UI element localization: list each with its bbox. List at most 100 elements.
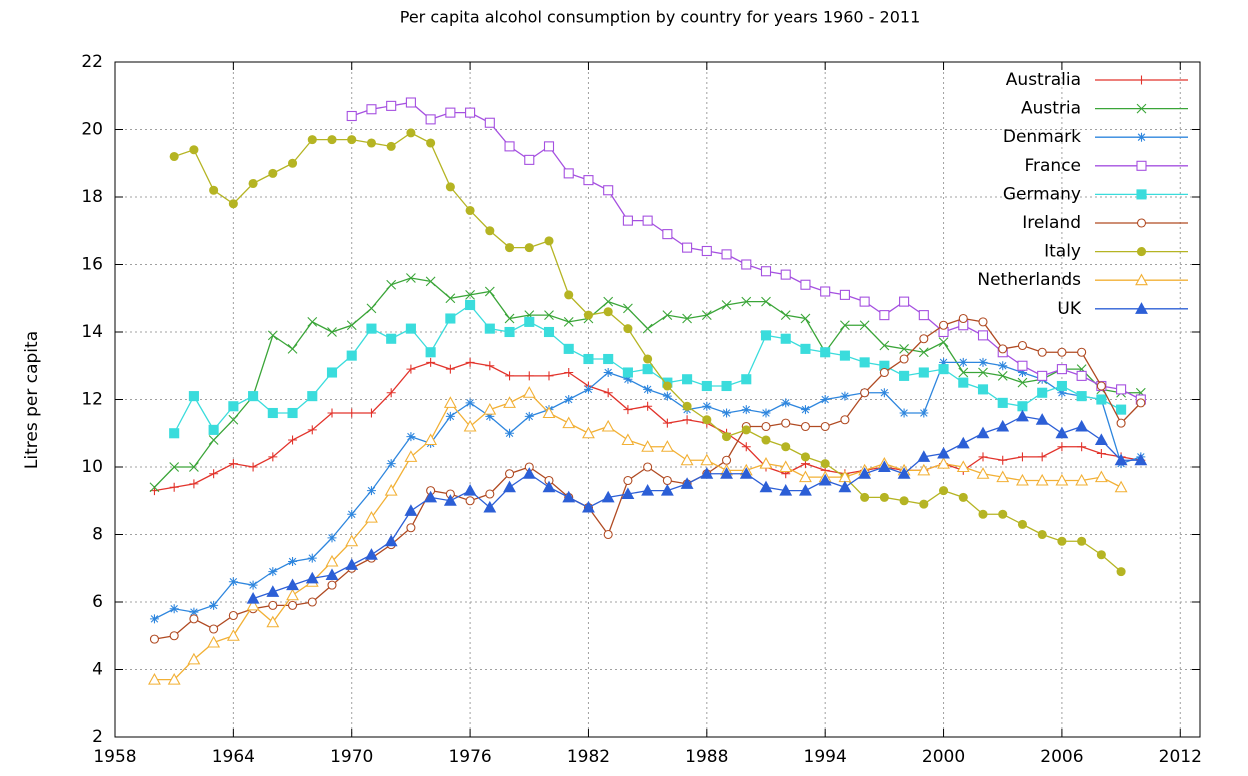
marker <box>860 388 870 398</box>
marker <box>524 316 535 327</box>
marker <box>267 407 278 419</box>
marker <box>1094 433 1108 446</box>
marker <box>287 343 298 354</box>
marker <box>820 459 830 469</box>
marker <box>1037 347 1047 357</box>
marker <box>425 276 436 287</box>
marker <box>505 428 515 438</box>
series <box>148 386 1128 685</box>
marker <box>780 333 791 344</box>
marker <box>582 500 595 513</box>
x-tick-label: 2006 <box>1040 747 1083 767</box>
marker <box>879 340 890 351</box>
marker <box>1016 409 1029 422</box>
legend-marker <box>1137 132 1146 142</box>
y-tick-label: 14 <box>81 322 103 342</box>
marker <box>800 279 811 290</box>
marker <box>307 316 318 327</box>
x-tick-label: 1982 <box>567 747 610 767</box>
marker <box>877 460 891 473</box>
marker <box>1096 381 1106 391</box>
marker <box>721 380 732 392</box>
marker <box>483 500 497 513</box>
marker <box>603 296 614 307</box>
marker <box>643 354 653 364</box>
marker <box>365 510 378 523</box>
marker <box>287 158 298 168</box>
marker <box>307 425 317 435</box>
marker <box>680 477 694 489</box>
marker <box>1096 449 1106 458</box>
marker <box>425 114 436 125</box>
marker <box>169 428 180 439</box>
marker <box>919 408 929 418</box>
marker <box>327 327 337 337</box>
marker <box>248 391 259 402</box>
y-tick-label: 6 <box>92 592 103 612</box>
marker <box>879 367 889 378</box>
marker <box>189 145 199 155</box>
marker <box>1056 380 1067 392</box>
marker <box>504 469 515 479</box>
marker <box>266 585 280 597</box>
marker <box>504 326 515 338</box>
marker <box>485 489 495 499</box>
marker <box>603 529 613 540</box>
marker <box>505 371 515 381</box>
marker <box>286 588 299 601</box>
marker <box>406 523 416 533</box>
marker <box>149 614 159 624</box>
y-axis-label: Litres per capita <box>22 331 42 469</box>
marker <box>345 558 359 570</box>
marker <box>1017 519 1028 529</box>
marker <box>741 425 751 435</box>
marker <box>680 453 694 466</box>
marker <box>1017 360 1028 371</box>
marker <box>818 473 832 486</box>
marker <box>268 168 278 178</box>
marker <box>897 467 911 479</box>
marker <box>643 384 653 394</box>
marker <box>169 151 179 162</box>
marker <box>839 350 850 361</box>
marker <box>996 419 1010 432</box>
marker <box>879 492 889 502</box>
marker <box>1076 370 1087 381</box>
marker <box>998 361 1008 371</box>
marker <box>503 480 516 493</box>
marker <box>347 408 357 418</box>
marker <box>228 199 238 209</box>
marker <box>622 367 633 378</box>
marker <box>1035 473 1049 486</box>
marker <box>564 395 574 404</box>
marker <box>998 509 1008 519</box>
marker <box>307 391 318 402</box>
marker <box>1037 452 1047 462</box>
legend-marker <box>1136 218 1147 228</box>
legend-label: Italy <box>1044 242 1081 262</box>
marker <box>465 299 476 311</box>
marker <box>741 442 751 452</box>
marker <box>918 310 929 321</box>
marker <box>820 395 830 404</box>
marker <box>623 303 633 314</box>
marker <box>148 672 161 685</box>
marker <box>226 629 240 641</box>
marker <box>1057 442 1067 452</box>
marker <box>287 600 298 610</box>
marker <box>305 571 319 584</box>
marker <box>465 205 475 216</box>
marker <box>701 310 712 321</box>
marker <box>1116 567 1126 577</box>
marker <box>325 554 339 567</box>
marker <box>563 168 574 179</box>
marker <box>643 401 653 411</box>
legend-label: Germany <box>1003 184 1081 204</box>
marker <box>167 672 181 685</box>
marker <box>524 371 534 381</box>
marker <box>325 568 339 581</box>
marker <box>169 482 179 492</box>
marker <box>918 347 929 358</box>
chart-title: Per capita alcohol consumption by countr… <box>400 8 921 27</box>
